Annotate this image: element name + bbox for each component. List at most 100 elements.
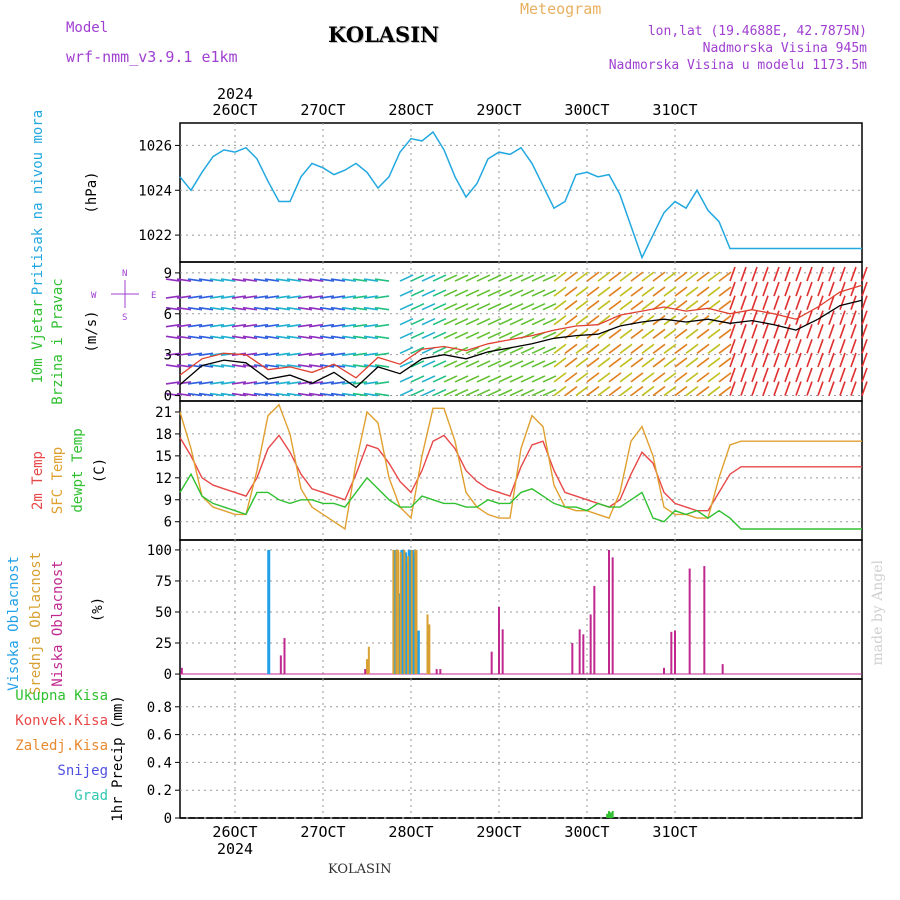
wind-barb [242, 306, 258, 311]
wind-barb [165, 381, 181, 385]
wind-barb [850, 310, 857, 325]
wind-barb [619, 343, 633, 354]
wind-barb [795, 295, 802, 310]
wind-barb [465, 388, 480, 397]
wind-barb [641, 385, 655, 397]
wind-barb [542, 289, 557, 297]
pressure-line [179, 130, 862, 260]
wind-barb [652, 343, 666, 354]
wind-barb [828, 352, 835, 368]
wind-barb [297, 278, 313, 282]
wind-barb [531, 302, 546, 311]
wind-barb [740, 352, 747, 368]
wind-barb [198, 381, 214, 385]
wind-barb [410, 346, 425, 355]
cloud-bar-niska [283, 638, 286, 675]
wind-barb [564, 286, 578, 297]
wind-barb [839, 381, 846, 396]
wind-barb [165, 306, 181, 311]
wind-barb [784, 381, 791, 396]
wind-barb [652, 372, 666, 383]
panel-frame-precip [179, 678, 863, 819]
wind-barb [275, 306, 291, 311]
wind-barb [187, 364, 203, 368]
wind-barb [176, 335, 192, 340]
cloud-ylabel-high: Visoka Oblacnost [6, 556, 22, 691]
wind-barb [850, 266, 857, 282]
wind-barb [308, 364, 324, 368]
wind-barb [542, 388, 557, 397]
wind-barb [696, 328, 710, 339]
wind-barb [674, 385, 688, 397]
wind-barb [531, 317, 546, 326]
wind-barb [487, 289, 502, 297]
wind-barb [652, 271, 666, 282]
wind-barb [553, 328, 567, 339]
wind-barb [762, 381, 769, 396]
wind-barb [187, 352, 203, 357]
top-tick-31OCT: 31OCT [652, 101, 697, 119]
cloud-bar-visoka [267, 549, 271, 675]
wind-barb [275, 335, 291, 340]
wind-barb [817, 281, 824, 297]
wind-barb [363, 392, 379, 397]
ytick-label-pressure: 1026 [138, 138, 172, 154]
wind-barb [399, 274, 414, 282]
wind-barb [718, 372, 732, 383]
wind-barb [187, 278, 203, 282]
wind-barb [784, 367, 791, 383]
wind-barb [663, 372, 677, 383]
wind-barb [198, 335, 214, 340]
wind-barb [352, 295, 368, 299]
wind-barb [817, 367, 824, 383]
wind-barb [564, 357, 578, 368]
panel-frames [179, 122, 863, 819]
wind-barb [630, 328, 644, 339]
wind-barb [297, 352, 313, 357]
wind-barb [553, 286, 567, 297]
wind-barb [795, 381, 802, 396]
wind-barb [839, 324, 846, 339]
wind-barb [795, 324, 802, 339]
wind-barb [275, 352, 291, 357]
wind-barb [209, 295, 225, 299]
wind-barb [718, 271, 732, 282]
wind-barb [187, 392, 203, 397]
wind-barb [399, 388, 414, 397]
wind-ylabel2: Brzina i Pravac [50, 278, 66, 404]
wind-barb [828, 266, 835, 282]
wind-barb [762, 367, 769, 383]
wind-barb [275, 392, 291, 397]
wind-barb [443, 289, 458, 297]
wind-barb [729, 295, 736, 310]
wind-barb [319, 381, 335, 385]
wind-barb [608, 271, 622, 282]
wind-barb [619, 271, 633, 282]
wind-barb [352, 335, 368, 340]
wind-barb [509, 331, 524, 340]
wind-barb [341, 278, 357, 282]
wind-barb [275, 381, 291, 385]
wind-barb [674, 286, 688, 297]
wind-barb [630, 271, 644, 282]
wind-barb [330, 381, 346, 385]
wind-barb [817, 324, 824, 339]
wind-barb [465, 331, 480, 340]
model-label: Model [66, 20, 109, 36]
wind-barb [220, 278, 236, 282]
cloud-bar-niska [663, 667, 665, 675]
wind-barb [762, 339, 769, 354]
top-tick-28OCT: 28OCT [388, 101, 433, 119]
ytick-label-precip: 0.4 [147, 755, 172, 771]
wind-barb [773, 339, 780, 354]
wind-barb [663, 271, 677, 282]
wind-barb [374, 306, 390, 311]
wind-barb [707, 372, 721, 383]
wind-barb [806, 339, 813, 354]
wind-barb [319, 392, 335, 397]
wind-barb [176, 278, 192, 282]
cloud-bar-srednja [410, 549, 413, 675]
wind-barb [421, 331, 436, 340]
wind-barb [165, 364, 181, 368]
cloud-bar-niska [703, 566, 706, 675]
